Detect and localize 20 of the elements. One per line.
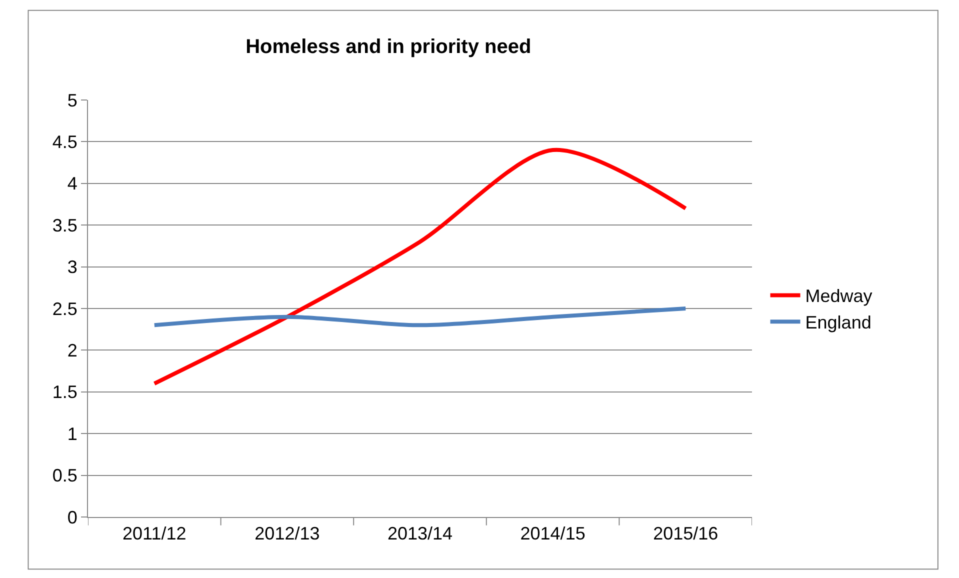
- y-tick-label: 1: [67, 424, 78, 444]
- y-tick-label: 3.5: [52, 215, 78, 236]
- y-tick-label: 4.5: [52, 132, 78, 152]
- x-tick-label: 2014/15: [520, 524, 586, 544]
- chart-title: Homeless and in priority need: [246, 36, 532, 58]
- legend-label: Medway: [805, 286, 872, 306]
- y-tick-label: 2: [67, 340, 78, 360]
- x-tick-label: 2013/14: [387, 524, 453, 544]
- x-tick-label: 2011/12: [122, 524, 186, 544]
- y-tick-label: 3: [67, 257, 78, 278]
- y-tick-label: 2.5: [52, 298, 78, 319]
- legend-label: England: [805, 312, 872, 333]
- y-tick-label: 0.5: [52, 466, 78, 486]
- x-tick-label: 2012/13: [254, 524, 320, 544]
- y-tick-label: 1.5: [52, 382, 78, 402]
- y-tick-label: 4: [67, 174, 78, 194]
- x-tick-label: 2015/16: [653, 524, 718, 544]
- y-tick-label: 0: [67, 507, 78, 528]
- y-tick-label: 5: [67, 90, 78, 110]
- line-series: [152, 148, 688, 386]
